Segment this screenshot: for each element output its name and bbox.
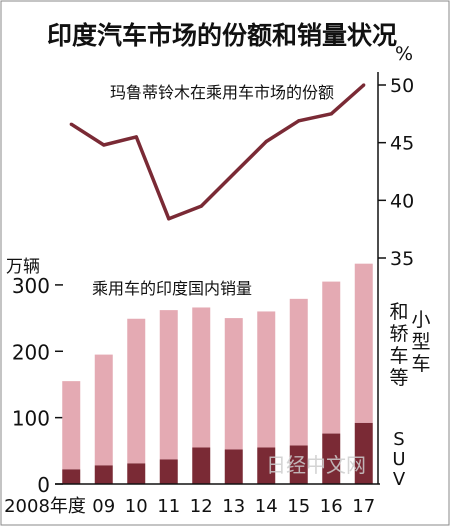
bar-chart-title: 乘用车的印度国内销量	[92, 279, 252, 298]
legend-char: V	[393, 469, 406, 490]
bar-y-tick-label: 200	[12, 340, 50, 364]
legend-char: 型	[411, 331, 430, 353]
share-point	[362, 83, 366, 87]
x-tick-label: 14	[255, 496, 278, 517]
bar-y-unit: 万辆	[6, 257, 40, 277]
bar-suv	[62, 469, 81, 484]
bar-suv	[224, 449, 243, 484]
bar-small-car-sedan	[192, 307, 211, 448]
bar-y-tick-label: 0	[37, 473, 50, 497]
line-y-tick-label: 50	[390, 75, 414, 97]
share-point	[232, 172, 236, 176]
legend-char: U	[392, 449, 405, 470]
bar-suv	[322, 433, 341, 484]
bar-suv	[159, 459, 178, 484]
x-tick-label: 10	[125, 496, 148, 517]
legend-char: 小	[411, 309, 430, 331]
bar-suv	[192, 447, 211, 484]
share-point	[297, 119, 301, 123]
bar-chart: 万辆 乘用车的印度国内销量 300 200 100 0 2008年度 09 10 11 12 1…	[4, 257, 430, 517]
line-y-tick-label: 40	[390, 190, 414, 212]
line-chart: 玛鲁蒂铃木在乘用车市场的份额 % 50 45 40 35	[69, 43, 414, 270]
legend-char: 轿	[389, 323, 408, 345]
line-y-unit: %	[395, 43, 413, 65]
share-point	[264, 139, 268, 144]
figure-title: 印度汽车市场的份额和销量状况	[47, 21, 397, 50]
x-tick-label: 09	[92, 496, 115, 517]
x-tick-label: 12	[190, 496, 213, 517]
bar-small-car-sedan	[159, 310, 178, 460]
legend-char: 车	[389, 345, 408, 367]
share-point	[102, 143, 106, 147]
bar-suv	[354, 422, 373, 484]
legend-char: 车	[411, 353, 430, 375]
bar-y-tick-label: 300	[12, 274, 50, 298]
share-line-series	[70, 83, 365, 221]
share-point	[329, 112, 333, 116]
bar-small-car-sedan	[224, 318, 243, 450]
bar-suv	[94, 465, 113, 484]
x-tick-label: 17	[352, 496, 375, 517]
line-chart-title: 玛鲁蒂铃木在乘用车市场的份额	[110, 83, 334, 102]
legend-suv: SUV	[392, 429, 405, 490]
bar-small-car-sedan	[289, 298, 308, 446]
legend-char: 和	[389, 301, 408, 323]
bar-small-car-sedan	[62, 381, 81, 470]
line-y-tick-label: 45	[390, 133, 414, 155]
bar-suv	[127, 463, 146, 484]
x-tick-label: 2008年度	[4, 496, 86, 517]
share-point	[167, 217, 171, 221]
watermark: 日经中文网	[266, 453, 366, 477]
line-y-tick-label: 35	[390, 248, 414, 270]
share-point	[69, 122, 73, 126]
bar-y-tick-label: 100	[12, 407, 50, 431]
x-tick-label: 16	[320, 496, 343, 517]
bar-small-car-sedan	[322, 281, 341, 434]
x-tick-label: 13	[222, 496, 245, 517]
x-tick-label: 11	[157, 496, 180, 517]
bar-small-car-sedan	[257, 311, 276, 448]
share-point	[199, 204, 203, 208]
bar-small-car-sedan	[127, 318, 146, 464]
share-point	[134, 135, 138, 139]
x-tick-label: 15	[287, 496, 310, 517]
bar-small-car-sedan	[94, 354, 113, 466]
bar-suv	[257, 447, 276, 484]
legend-char: S	[393, 429, 404, 450]
legend-char: 等	[389, 367, 408, 389]
bar-small-car-sedan	[354, 263, 373, 423]
bar-suv	[289, 445, 308, 484]
